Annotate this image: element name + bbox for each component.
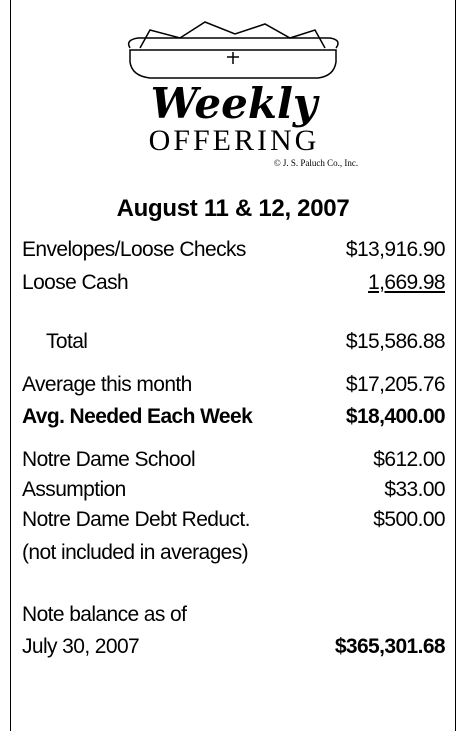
row-amount: $18,400.00 (346, 404, 445, 430)
row-label: Average this month (22, 372, 192, 398)
row-amount: $612.00 (373, 447, 445, 473)
row-amount: $13,916.90 (346, 237, 445, 263)
row-label: Total (46, 329, 87, 355)
row-label: Assumption (22, 477, 126, 503)
logo-script: Weekly (151, 79, 320, 128)
page: Weekly OFFERING © J. S. Paluch Co., Inc.… (0, 0, 466, 731)
logo: Weekly OFFERING © J. S. Paluch Co., Inc. (0, 0, 466, 180)
row-amount: 1,669.98 (368, 270, 445, 296)
balance-date: July 30, 2007 (22, 634, 139, 660)
row-label: Envelopes/Loose Checks (22, 237, 246, 263)
row-label: Loose Cash (22, 270, 128, 296)
row-label: Notre Dame School (22, 447, 195, 473)
row-label: Notre Dame Debt Reduct. (22, 507, 250, 533)
logo-copyright: © J. S. Paluch Co., Inc. (274, 158, 358, 168)
logo-word: OFFERING (149, 124, 320, 157)
row-amount: $33.00 (384, 477, 445, 503)
row-amount: $500.00 (373, 507, 445, 533)
row-amount: $17,205.76 (346, 372, 445, 398)
row-amount: $15,586.88 (346, 329, 445, 355)
note: (not included in averages) (22, 540, 248, 566)
title: August 11 & 12, 2007 (0, 196, 466, 222)
balance-label: Note balance as of (22, 602, 186, 628)
balance-amount: $365,301.68 (335, 634, 445, 660)
row-label: Avg. Needed Each Week (22, 404, 252, 430)
